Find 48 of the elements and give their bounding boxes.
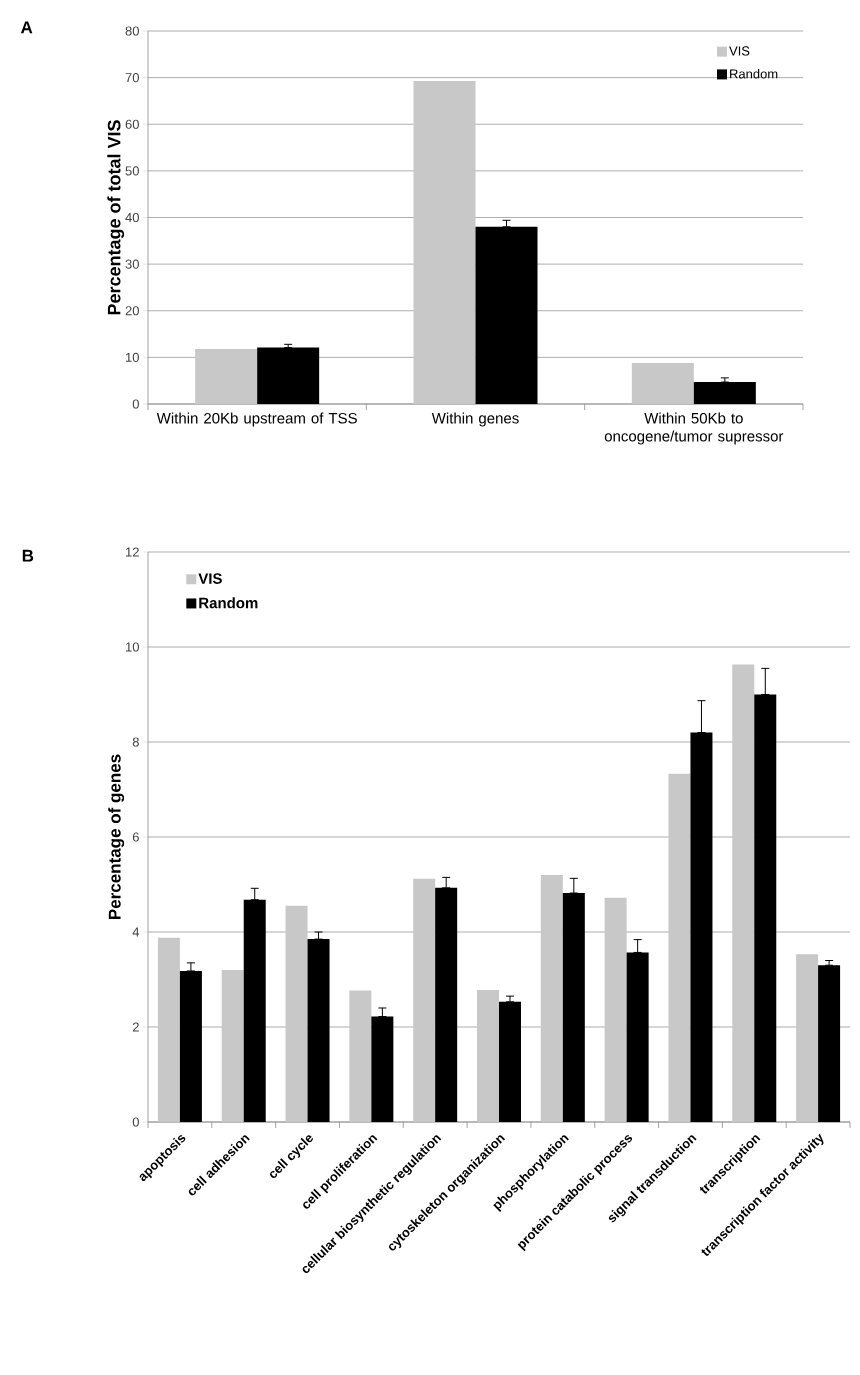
text: B — [22, 549, 34, 562]
bar — [157, 937, 180, 1122]
x-tick-label: Within 50Kb to oncogene/tumor supressor — [604, 412, 784, 445]
bar — [195, 348, 258, 404]
bar — [562, 893, 585, 1122]
legend-label: VIS — [729, 46, 750, 56]
bar — [668, 773, 691, 1122]
bar — [349, 990, 372, 1122]
y-tick-label: 30 — [125, 259, 139, 269]
y-tick-label: 10 — [125, 352, 139, 362]
legend-label: VIS — [198, 573, 222, 584]
y-tick-label: 12 — [126, 547, 139, 557]
bar — [179, 970, 202, 1122]
bar — [732, 664, 755, 1122]
y-tick-label: 8 — [132, 737, 139, 747]
y-tick-label: 70 — [125, 73, 139, 83]
y-tick-label: 0 — [132, 1117, 139, 1127]
bar — [499, 1001, 521, 1122]
y-tick-label: 4 — [132, 927, 140, 937]
bar — [285, 905, 308, 1122]
x-tick-label: Within 20Kb upstream of TSS — [156, 412, 357, 427]
y-tick-label: 60 — [125, 119, 139, 129]
y-tick-label: 40 — [125, 212, 139, 223]
bar — [307, 939, 330, 1122]
y-tick-label: 6 — [132, 832, 139, 842]
bar — [413, 878, 436, 1122]
text: A — [20, 21, 33, 34]
bar — [221, 970, 244, 1122]
x-tick-label: Within genes — [431, 412, 519, 427]
y-axis-title: Percentage of total VIS — [107, 120, 125, 315]
bar — [604, 897, 627, 1122]
y-axis-title: Percentage of genes — [108, 754, 125, 919]
bar — [796, 954, 819, 1122]
bar — [257, 347, 320, 404]
legend-label: Random — [199, 597, 258, 609]
y-tick-label: 50 — [125, 166, 139, 176]
y-tick-label: 10 — [126, 642, 139, 652]
legend-label: Random — [730, 68, 778, 79]
bar — [631, 362, 694, 404]
y-tick-label: 20 — [125, 306, 139, 316]
y-tick-label: 0 — [132, 399, 139, 409]
bar — [693, 382, 756, 404]
bar — [477, 989, 499, 1122]
bar — [413, 80, 476, 404]
bar — [540, 874, 563, 1122]
bar — [818, 965, 841, 1122]
y-tick-label: 2 — [132, 1022, 139, 1032]
y-tick-label: 80 — [125, 26, 139, 36]
